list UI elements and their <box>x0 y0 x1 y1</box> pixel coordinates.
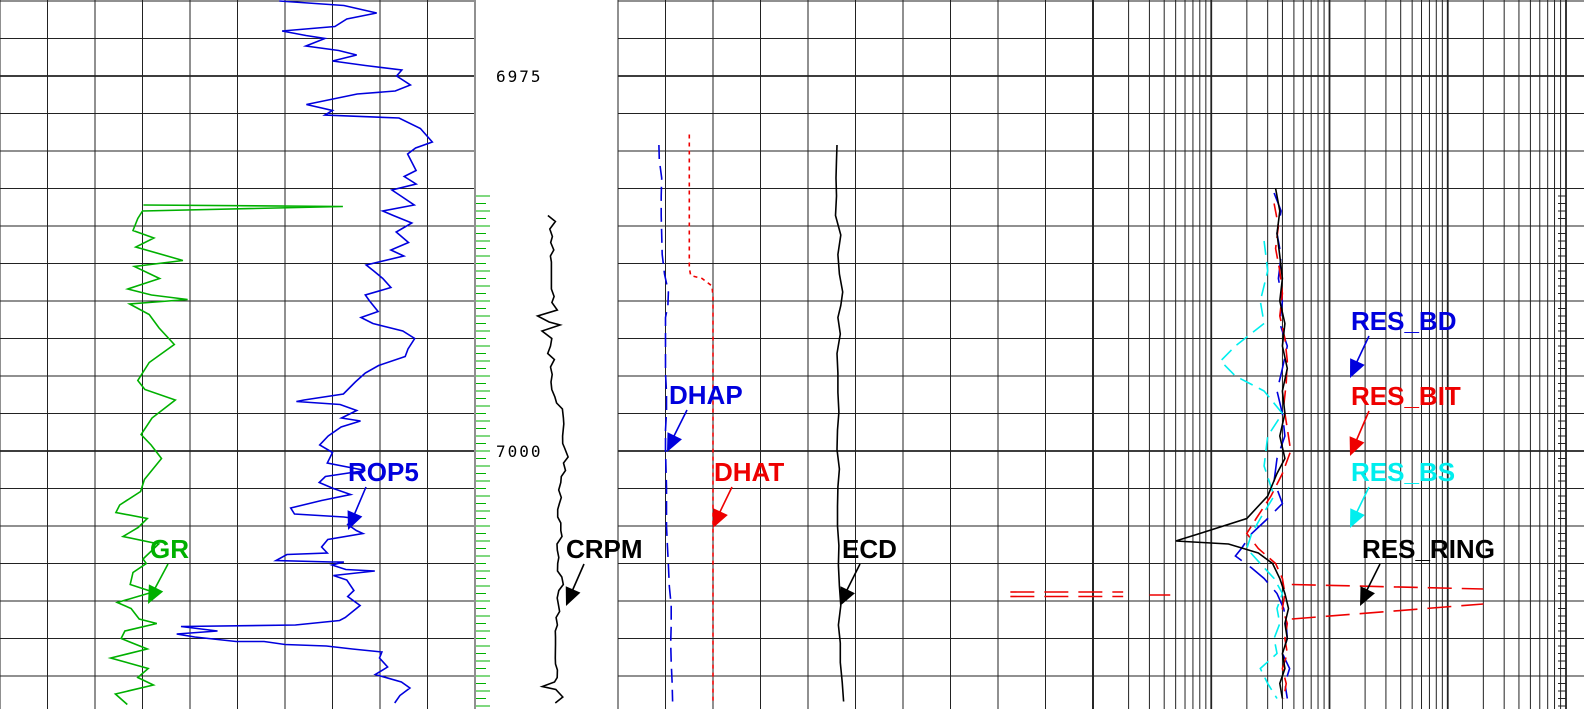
curve-res-ring <box>1175 188 1290 699</box>
annotation-arrowhead <box>840 586 855 606</box>
annotation-label-res-bd: RES_BD <box>1351 306 1456 336</box>
annotation-label-gr: GR <box>150 534 189 564</box>
annotation-arrowhead <box>148 584 164 604</box>
annotation-label-res-bs: RES_BS <box>1351 457 1455 487</box>
overlay-line <box>1291 583 1484 590</box>
annotation-arrowhead <box>347 510 363 530</box>
annotation-arrowhead <box>1350 508 1365 528</box>
annotation-label-crpm: CRPM <box>566 534 643 564</box>
annotation-arrowhead <box>713 508 728 528</box>
curve-dhap <box>658 144 674 702</box>
overlay-line <box>1291 603 1484 620</box>
depth-label-7000: 7000 <box>496 442 543 461</box>
depth-track: 6975 7000 <box>476 67 1566 707</box>
annotation-label-res-bit: RES_BIT <box>1351 381 1461 411</box>
annotation-label-dhat: DHAT <box>714 457 784 487</box>
annotation-arrowhead <box>1350 358 1365 378</box>
depth-label-6975: 6975 <box>496 67 543 86</box>
annotation-label-dhap: DHAP <box>669 380 743 410</box>
curve-res-bit <box>1245 203 1292 699</box>
annotation-arrowhead <box>565 586 581 606</box>
curves <box>107 0 1484 706</box>
curve-rop5 <box>176 0 434 704</box>
annotation-label-res-ring: RES_RING <box>1362 534 1495 564</box>
annotation-label-ecd: ECD <box>842 534 897 564</box>
curve-ecd <box>834 144 845 702</box>
annotations: GR ROP5 CRPM DHAP DHAT ECD RES_BD RES_BIT RES_BS… <box>148 306 1495 606</box>
curve-crpm <box>535 214 570 704</box>
curve-gr <box>107 204 343 706</box>
curve-res-bs <box>1219 240 1284 699</box>
annotation-arrowhead <box>1360 586 1375 606</box>
annotation-arrowhead <box>667 432 682 452</box>
annotation-label-rop5: ROP5 <box>348 457 419 487</box>
annotation-arrowhead <box>1349 436 1365 456</box>
curve-dhat <box>688 134 714 702</box>
